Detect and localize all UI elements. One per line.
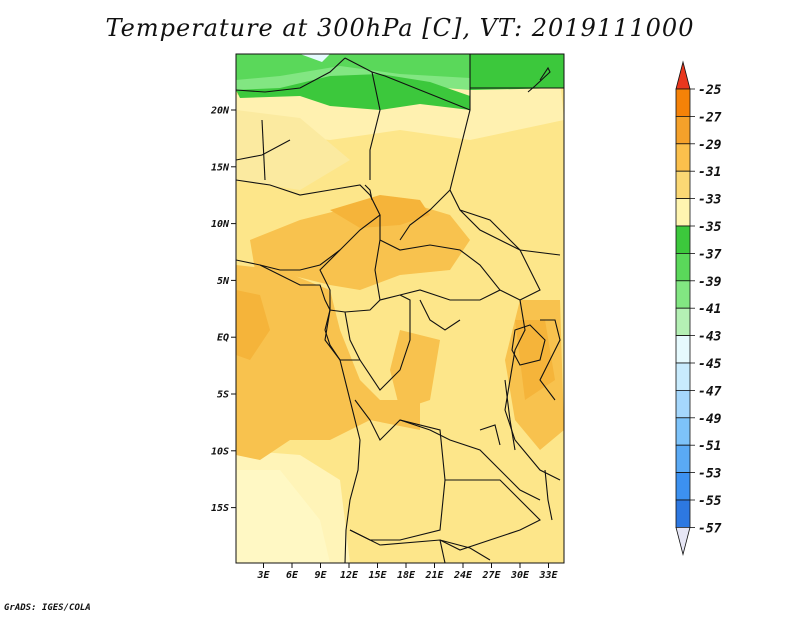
border-botswana xyxy=(439,539,446,563)
colorbar-segment xyxy=(675,335,691,364)
temperature-field xyxy=(236,54,564,563)
lon-tick-label: 12E xyxy=(340,570,359,581)
colorbar-segment xyxy=(675,417,691,446)
colorbar-segment xyxy=(675,88,691,117)
colorbar-label: -33 xyxy=(698,193,722,208)
field-orange-west xyxy=(236,265,420,460)
lon-tick-label: 33E xyxy=(538,570,558,581)
lon-tick-label: 21E xyxy=(424,570,444,581)
border-drc-south xyxy=(399,419,541,501)
field-orange-center xyxy=(390,330,440,410)
border-congo xyxy=(344,294,411,391)
field-orange-mid xyxy=(250,200,470,290)
lat-tick-label: 10N xyxy=(211,219,230,230)
border-sudan xyxy=(449,54,561,256)
lon-tick-label: 3E xyxy=(256,570,270,581)
border-zambia xyxy=(439,479,541,551)
colorbar-segment xyxy=(675,444,691,474)
colorbar-bottom-arrow xyxy=(675,527,691,556)
lon-tick-label: 27E xyxy=(481,570,501,581)
colorbar-label: -57 xyxy=(698,521,722,536)
colorbar-label: -55 xyxy=(698,494,722,509)
colorbar-label: -37 xyxy=(698,247,722,262)
colorbar-segment xyxy=(675,362,691,391)
lon-tick-label: 18E xyxy=(397,570,416,581)
colorbar-segment xyxy=(675,170,691,199)
field-green-dark-nw xyxy=(236,74,470,110)
colorbar-label: -29 xyxy=(698,138,722,153)
border-inner-drc xyxy=(419,299,461,331)
lat-tick-label: 15S xyxy=(211,503,229,514)
lake-chad xyxy=(364,184,373,201)
lon-tick-label: 30E xyxy=(510,570,530,581)
latitude-axis: 20N 15N 10N 5N EQ 5S 10S 15S xyxy=(210,106,236,514)
border-north xyxy=(236,57,346,93)
lat-tick-label: 10S xyxy=(211,446,229,457)
lon-tick-label: 15E xyxy=(368,570,387,581)
colorbar-label: -31 xyxy=(698,165,721,180)
colorbar-segment xyxy=(675,116,691,145)
border-angola xyxy=(349,399,446,541)
colorbar-label: -39 xyxy=(698,275,722,290)
border-drc-east xyxy=(504,299,561,481)
lat-tick-label: 20N xyxy=(210,106,230,117)
colorbar-segment xyxy=(675,499,691,528)
field-green-white xyxy=(300,54,330,62)
lat-tick-label: 5N xyxy=(217,276,230,287)
colorbar-segment xyxy=(675,198,691,227)
colorbar-label: -51 xyxy=(698,439,721,454)
field-orange-north xyxy=(330,195,430,228)
lat-tick-label: EQ xyxy=(217,333,229,344)
lake-tanganyika xyxy=(504,379,516,451)
political-boundaries xyxy=(236,54,564,563)
colorbar-segment xyxy=(675,225,691,254)
border-mali xyxy=(236,139,291,161)
colorbar-segment xyxy=(675,280,691,309)
border-inner-lakes xyxy=(479,424,501,446)
colorbar-label: -25 xyxy=(698,83,722,98)
border-south-sudan xyxy=(459,209,541,301)
colorbar-label: -53 xyxy=(698,467,722,482)
colorbar: -25 -27 -29 -31 -33 -35 -37 -39 -41 -43 -45 -47 -49 -… xyxy=(675,60,722,556)
border-libya-chad xyxy=(344,57,471,111)
field-pale-south xyxy=(236,470,330,563)
lon-tick-label: 9E xyxy=(314,570,327,581)
colorbar-segment xyxy=(675,252,691,282)
colorbar-label: -45 xyxy=(698,357,722,372)
colorbar-label: -35 xyxy=(698,220,722,235)
colorbar-label: -47 xyxy=(698,384,722,399)
border-east-detail xyxy=(539,319,561,401)
map-frame xyxy=(235,53,565,564)
colorbar-segment xyxy=(675,389,691,419)
lon-tick-label: 24E xyxy=(453,570,473,581)
border-niger-nigeria xyxy=(261,119,266,181)
colorbar-top-arrow xyxy=(675,60,691,90)
colorbar-segment xyxy=(675,143,691,172)
longitude-axis: 3E 6E 9E 12E 15E 18E 21E 24E 27E 30E 33E xyxy=(256,563,559,581)
border-ne-detail xyxy=(527,66,551,93)
coast-west-africa xyxy=(236,259,361,563)
border-chad-sudan xyxy=(399,189,451,241)
colorbar-label: -41 xyxy=(698,302,721,317)
chart-title: Temperature at 300hPa [C], VT: 201911100… xyxy=(105,14,695,42)
colorbar-label: -49 xyxy=(698,412,722,427)
colorbar-segment xyxy=(675,307,691,337)
colorbar-segment xyxy=(675,472,691,501)
field-green-light xyxy=(236,54,470,80)
lat-tick-label: 5S xyxy=(217,390,229,401)
colorbar-label: -27 xyxy=(698,110,722,125)
colorbar-label: -43 xyxy=(698,330,722,345)
lake-malawi xyxy=(544,469,553,521)
field-orange-sw xyxy=(236,290,270,360)
credit-label: GrADS: IGES/COLA xyxy=(4,603,91,613)
lon-tick-label: 6E xyxy=(286,570,299,581)
border-niger-chad xyxy=(369,71,381,180)
lake-victoria xyxy=(511,324,546,366)
border-gabon xyxy=(324,309,360,361)
border-cameroon xyxy=(319,215,381,313)
lat-tick-label: 15N xyxy=(211,162,230,173)
